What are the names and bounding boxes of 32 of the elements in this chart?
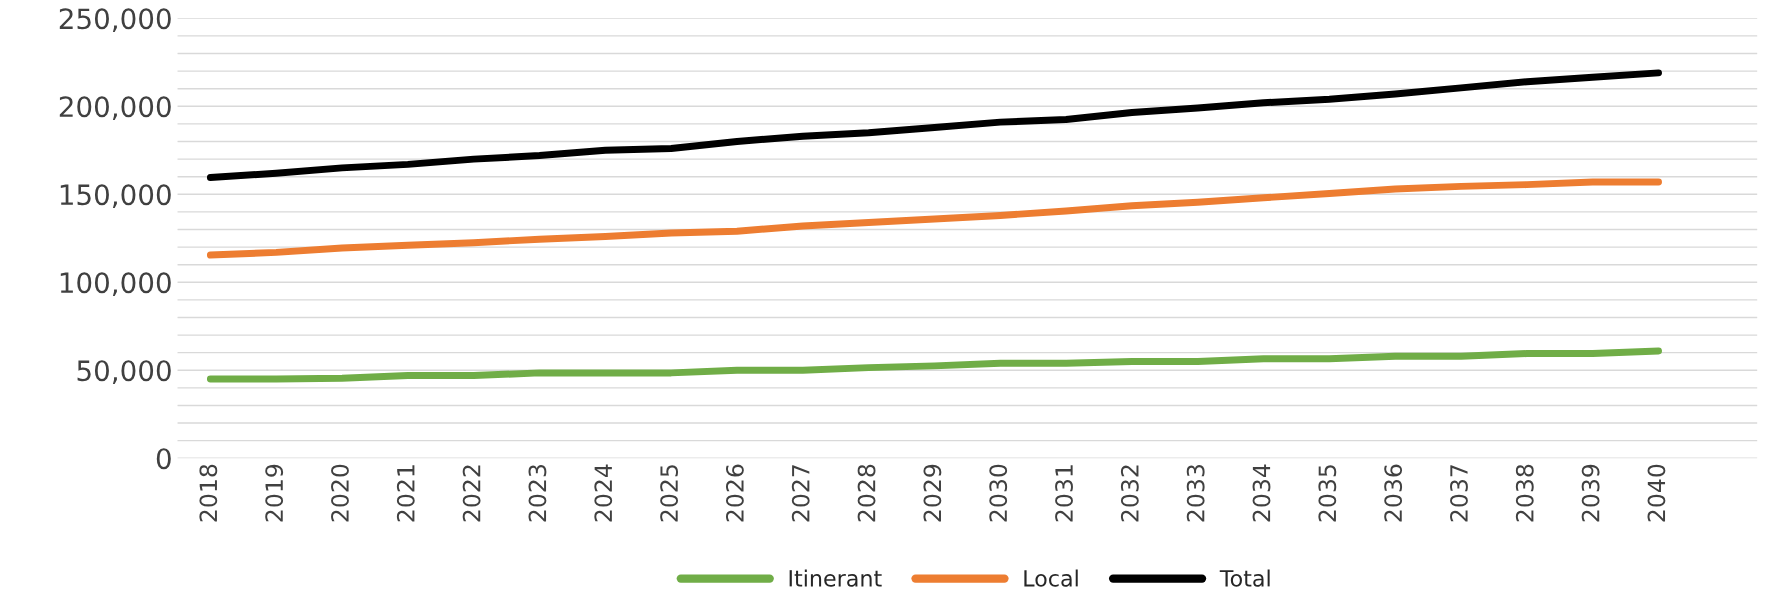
x-tick-label: 2023 [528, 465, 547, 522]
x-tick-label: 2032 [1120, 465, 1139, 522]
x-tick-label: 2038 [1515, 464, 1534, 522]
x-tick-label: 2035 [1318, 465, 1337, 522]
x-tick-label: 2034 [1252, 464, 1271, 522]
x-tick-label: 2029 [923, 464, 942, 522]
x-tick-label: 2019 [265, 464, 284, 522]
legend-label: Local [1024, 569, 1078, 587]
x-tick-label: 2040 [1647, 464, 1666, 522]
y-tick-label: 0 [156, 448, 171, 470]
x-tick-label: 2018 [199, 464, 218, 522]
x-tick-label: 2027 [791, 465, 810, 522]
x-tick-label: 2030 [989, 464, 1008, 522]
x-tick-label: 2022 [462, 465, 481, 522]
x-tick-label: 2021 [396, 465, 415, 522]
x-tick-label: 2036 [1384, 464, 1403, 522]
x-tick-label: 2031 [1055, 465, 1073, 522]
x-tick-label: 2039 [1581, 464, 1600, 522]
x-tick-label: 2026 [725, 464, 744, 522]
y-tick-label: 200,000 [59, 96, 171, 121]
x-tick-label: 2028 [857, 464, 876, 522]
x-tick-label: 2037 [1450, 465, 1468, 522]
legend-label: Total [1219, 569, 1270, 587]
x-tick-label: 2025 [660, 465, 679, 522]
y-tick-label: 250,000 [59, 8, 171, 33]
y-tick-label: 150,000 [60, 184, 171, 209]
x-tick-label: 2024 [594, 464, 613, 522]
y-tick-label: 50,000 [77, 360, 171, 385]
legend-label: Itinerant [789, 569, 882, 587]
y-tick-label: 100,000 [60, 272, 171, 297]
x-tick-label: 2020 [331, 464, 349, 522]
x-tick-label: 2033 [1186, 465, 1205, 522]
